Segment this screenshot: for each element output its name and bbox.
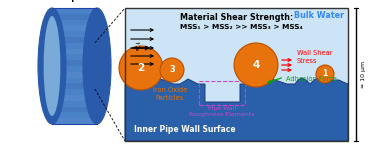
Polygon shape xyxy=(52,25,97,31)
Text: Iron Oxide
Particles: Iron Oxide Particles xyxy=(153,87,187,100)
Circle shape xyxy=(119,46,163,90)
Text: Wall Shear
Stress: Wall Shear Stress xyxy=(297,50,333,64)
Text: Material Shear Strength:: Material Shear Strength: xyxy=(180,14,293,22)
Text: 3: 3 xyxy=(169,66,175,75)
Circle shape xyxy=(160,58,184,82)
Polygon shape xyxy=(52,118,97,124)
Text: Adhesion Force: Adhesion Force xyxy=(286,76,337,82)
Text: Inner Pipe Wall Surface: Inner Pipe Wall Surface xyxy=(134,124,236,134)
Polygon shape xyxy=(52,14,97,20)
Ellipse shape xyxy=(83,8,111,124)
Polygon shape xyxy=(52,107,97,112)
Text: Pipe Wall
Roughness Elements: Pipe Wall Roughness Elements xyxy=(189,106,255,117)
Text: 4: 4 xyxy=(252,60,260,70)
Text: Bulk Water: Bulk Water xyxy=(294,11,344,20)
Text: ≈ 10 μm: ≈ 10 μm xyxy=(361,61,366,88)
Text: 2: 2 xyxy=(137,63,145,73)
Text: MSS₁ > MSS₂ >> MSS₃ > MSS₄: MSS₁ > MSS₂ >> MSS₃ > MSS₄ xyxy=(180,24,303,30)
Circle shape xyxy=(316,65,334,83)
Polygon shape xyxy=(52,60,97,66)
Polygon shape xyxy=(52,37,97,43)
Text: $\vec{v}$: $\vec{v}$ xyxy=(134,42,141,54)
Polygon shape xyxy=(52,72,97,78)
Polygon shape xyxy=(125,78,348,141)
Polygon shape xyxy=(125,8,348,141)
Ellipse shape xyxy=(38,8,66,124)
Text: 1: 1 xyxy=(322,70,328,78)
Polygon shape xyxy=(52,95,97,101)
Polygon shape xyxy=(52,83,97,89)
Text: PVC Pipe Main: PVC Pipe Main xyxy=(42,0,107,2)
Circle shape xyxy=(234,43,278,87)
Polygon shape xyxy=(52,49,97,54)
Ellipse shape xyxy=(43,16,60,116)
Polygon shape xyxy=(52,8,97,124)
